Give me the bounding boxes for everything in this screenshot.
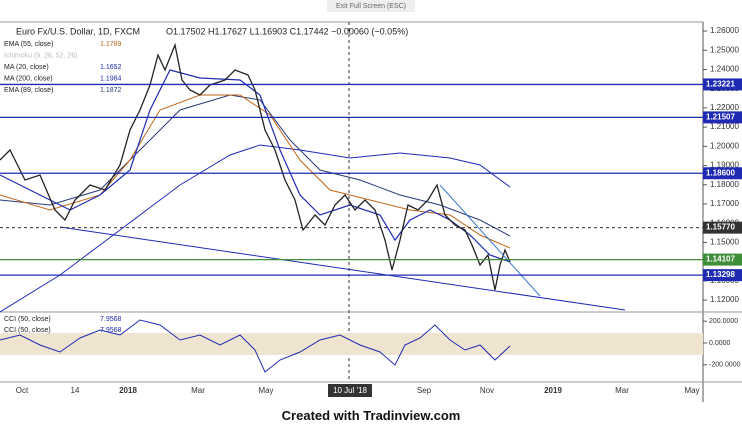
level-label: 1.21507 [706, 112, 735, 121]
y-tick-label: 1.18000 [710, 180, 739, 189]
x-tick-label: Mar [615, 386, 629, 395]
indicator-value: 1.1872 [100, 87, 122, 94]
cci-name: CCI (50, close) [4, 327, 51, 334]
level-box [703, 111, 742, 124]
indicator-value: 1.1789 [100, 41, 122, 48]
y-tick-label: 1.15000 [710, 238, 739, 247]
x-tick-label: May [684, 386, 699, 395]
level-label: 1.13298 [706, 270, 735, 279]
x-tick-label: 2018 [119, 386, 137, 395]
level-label: 1.18600 [706, 168, 735, 177]
caption: Created with Tradinview.com [281, 408, 461, 423]
y-tick-label: 1.12000 [710, 295, 739, 304]
y-tick-label: 1.21000 [710, 122, 739, 131]
x-tick-label: Sep [417, 386, 432, 395]
y-tick-label: 1.22000 [710, 103, 739, 112]
level-label: 1.15770 [706, 223, 735, 232]
x-tick-label: Nov [480, 386, 494, 395]
level-box [703, 221, 742, 234]
symbol: Euro Fx/U.S. Dollar, 1D, FXCM [16, 26, 140, 36]
level-label: 1.23221 [706, 80, 735, 89]
indicator-value: 1.1984 [100, 75, 122, 82]
indicator-name: MA (20, close) [4, 64, 49, 71]
indicator-name: EMA (55, close) [4, 41, 53, 48]
trendline [439, 184, 541, 297]
ohlc: O1.17502 H1.17627 L1.16903 C1.17442 −0.0… [166, 26, 408, 36]
cci-value: 7.9568 [100, 327, 122, 334]
chart: Exit Full Screen (ESC) 1.26000 1.25000 1.2… [0, 0, 742, 402]
ma20 [0, 69, 511, 263]
x-tick-label: Mar [191, 386, 205, 395]
y-tick-label: 1.25000 [710, 45, 739, 54]
y-tick-label: 1.19000 [710, 161, 739, 170]
banner-box [327, 0, 415, 12]
cci-tick-label: 200.0000 [709, 318, 738, 325]
indicator-name: Ichimoku (9, 26, 52, 26) [4, 52, 78, 59]
y-tick-label: 1.26000 [710, 26, 739, 35]
x-tick-label: 2019 [544, 386, 562, 395]
cci-name: CCI (50, close) [4, 316, 51, 323]
indicator-value: 1.1652 [100, 64, 122, 71]
cci-line [0, 319, 511, 373]
cci-value: 7.9568 [100, 316, 122, 323]
banner: Exit Full Screen (ESC) [336, 3, 406, 10]
indicator-name: MA (200, close) [4, 75, 53, 82]
ema89 [0, 94, 511, 237]
y-tick-label: 1.17000 [710, 199, 739, 208]
level-label: 1.14107 [706, 255, 735, 264]
cci-tick-label: -200.0000 [709, 362, 741, 369]
level-box [703, 269, 742, 282]
ma200 [0, 144, 511, 313]
trendline [59, 226, 626, 311]
x-tick-label: 14 [71, 386, 80, 395]
level-box [703, 167, 742, 180]
indicator-name: EMA (89, close) [4, 87, 53, 94]
x-tick-label: May [258, 386, 273, 395]
y-tick-label: 1.24000 [710, 65, 739, 74]
x-tick-label: 10 Jul '18 [333, 386, 368, 395]
x-tick-label: Oct [16, 386, 29, 395]
cci-tick-label: 0.0000 [709, 340, 731, 347]
cci-band [0, 333, 703, 355]
level-box [703, 78, 742, 91]
level-box [703, 253, 742, 266]
crosshair-box [328, 384, 372, 397]
y-tick-label: 1.20000 [710, 141, 739, 150]
